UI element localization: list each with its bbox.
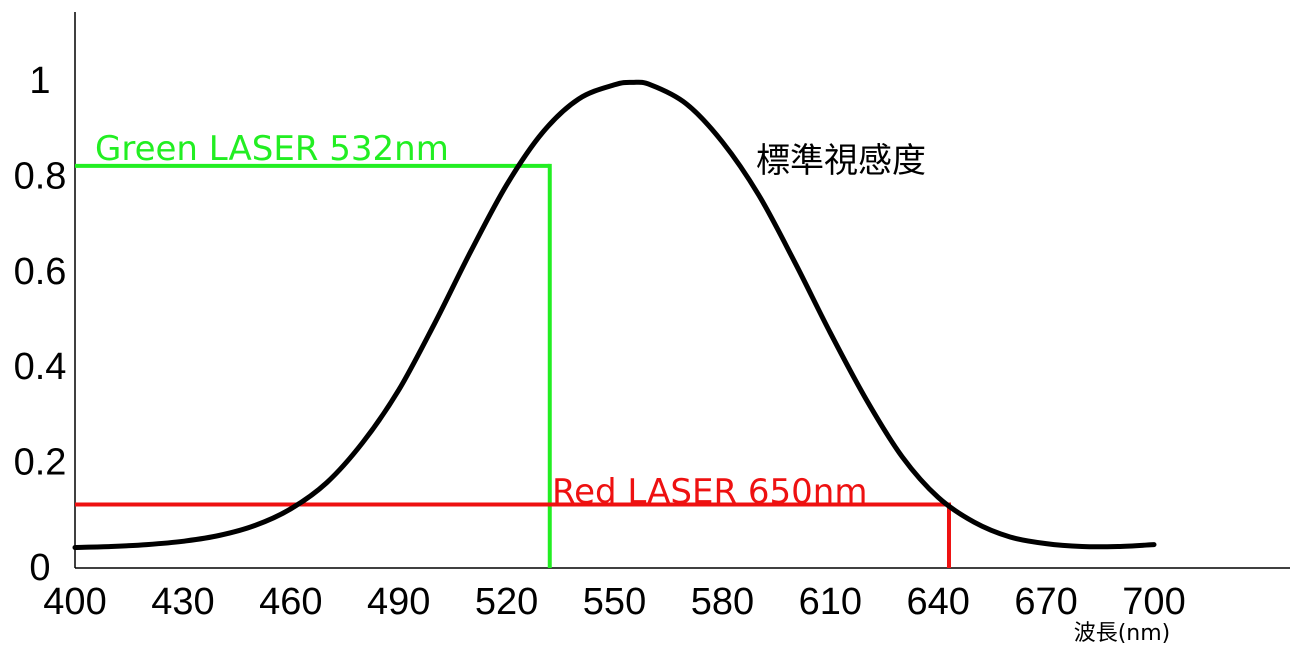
x-tick-labels: 400 430 460 490 520 550 580 610 640 670 700: [43, 581, 1185, 623]
x-tick-label: 700: [1122, 581, 1185, 623]
x-tick-label: 580: [691, 581, 754, 623]
x-axis-label: 波長(nm): [1074, 621, 1171, 646]
annotation-lines: [75, 163, 951, 568]
y-tick-label: 0: [29, 547, 50, 589]
x-tick-label: 640: [906, 581, 969, 623]
y-tick-label: 0.8: [14, 155, 67, 197]
x-tick-label: 430: [151, 581, 214, 623]
annotation-red-label: Red LASER 650nm: [552, 472, 867, 512]
y-tick-label: 1: [29, 60, 50, 102]
x-tick-label: 520: [475, 581, 538, 623]
y-tick-label: 0.2: [14, 442, 67, 484]
x-tick-label: 550: [583, 581, 646, 623]
y-tick-label: 0.4: [14, 346, 67, 388]
y-tick-labels: 0 0.2 0.4 0.6 0.8 1: [14, 60, 67, 589]
annotation-labels: Green LASER 532nm Red LASER 650nm: [95, 129, 867, 512]
y-tick-label: 0.6: [14, 251, 67, 293]
series-line-standard-luminosity: [72, 79, 1157, 550]
x-tick-label: 610: [799, 581, 862, 623]
x-tick-label: 490: [367, 581, 430, 623]
annotation-green-label: Green LASER 532nm: [95, 129, 449, 169]
x-tick-label: 460: [259, 581, 322, 623]
x-tick-label: 670: [1014, 581, 1077, 623]
series-label: 標準視感度: [756, 141, 926, 181]
x-tick-label: 400: [43, 581, 106, 623]
